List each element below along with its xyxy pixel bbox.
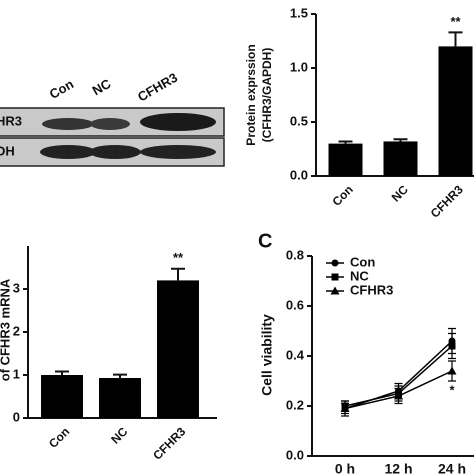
band: [89, 145, 141, 159]
y-axis-label: of CFHR3 mRNA: [0, 278, 12, 381]
x-tick-label: NC: [389, 182, 411, 204]
y-tick-label: 3: [13, 280, 20, 295]
x-tick-label: CFHR3: [150, 424, 188, 462]
bar: [328, 143, 363, 176]
band: [140, 145, 216, 159]
panel-label: C: [258, 230, 272, 252]
x-tick-label: 0 h: [335, 461, 355, 474]
y-tick-label: 1: [13, 366, 20, 381]
bar: [99, 378, 141, 418]
y-tick-label: 0.2: [286, 397, 304, 412]
significance: *: [449, 382, 455, 397]
error-bar: [338, 140, 353, 144]
error-bar: [393, 138, 408, 142]
bar: [41, 375, 83, 418]
band: [90, 118, 130, 130]
significance: **: [450, 14, 461, 29]
x-tick-label: 12 h: [384, 461, 412, 474]
western-blot: Con NC CFHR3 HR3 DH: [0, 70, 225, 167]
legend-label: Con: [350, 254, 375, 269]
error-bar: [448, 31, 463, 47]
point: [447, 366, 457, 375]
y-tick-label: 1.0: [290, 59, 308, 74]
bar: [383, 141, 418, 176]
row-label: HR3: [0, 113, 22, 128]
error-bar: [171, 267, 185, 281]
y-tick-label: 0.6: [286, 297, 304, 312]
x-tick-label: 24 h: [438, 461, 466, 474]
y-axis-label: Cell viability: [259, 314, 275, 396]
x-tick-label: CFHR3: [428, 182, 466, 220]
lane-label: Con: [47, 76, 76, 102]
significance: **: [173, 250, 184, 265]
y-tick-label: 0.8: [286, 247, 304, 262]
y-axis-label: Protein exprssion: [244, 44, 258, 145]
y-tick-label: 0.4: [286, 347, 305, 362]
y-tick-label: 0: [13, 409, 20, 424]
x-tick-label: Con: [46, 424, 72, 450]
lane-label: CFHR3: [135, 70, 180, 105]
y-axis-label: (CFHR3/GAPDH): [260, 48, 274, 143]
row-label: DH: [0, 143, 15, 158]
y-tick-label: 0.0: [290, 167, 308, 182]
y-tick-label: 2: [13, 323, 20, 338]
x-tick-label: Con: [329, 182, 355, 208]
legend-label: NC: [350, 268, 369, 283]
point: [340, 404, 350, 412]
point: [394, 391, 403, 400]
band: [40, 145, 96, 159]
bar: [438, 46, 473, 177]
band: [140, 113, 216, 131]
error-bar: [55, 370, 69, 375]
y-tick-label: 0.5: [290, 113, 308, 128]
lane-label: NC: [90, 76, 114, 99]
legend-marker: [330, 286, 340, 295]
y-tick-label: 1.5: [290, 5, 308, 20]
bar: [157, 280, 199, 418]
point: [448, 342, 456, 350]
y-tick-label: 0.0: [286, 447, 304, 462]
legend-marker: [331, 273, 339, 281]
band: [42, 118, 94, 130]
x-tick-label: NC: [108, 424, 130, 446]
legend-marker: [331, 259, 339, 267]
error-bar: [113, 373, 127, 379]
legend-label: CFHR3: [350, 282, 393, 297]
